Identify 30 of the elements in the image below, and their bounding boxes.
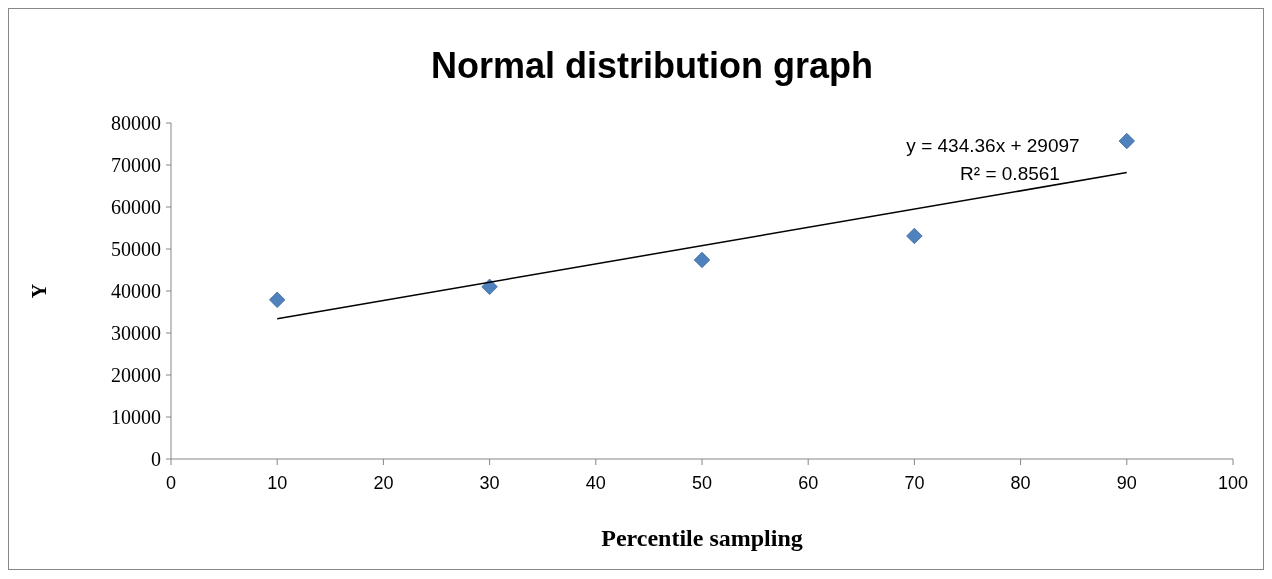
y-tick-label: 80000	[111, 112, 161, 134]
point	[693, 251, 711, 269]
chart-title: Normal distribution graph	[430, 45, 874, 86]
y-tick-label: 50000	[111, 238, 161, 260]
x-axis-title: Percentile sampling	[601, 525, 803, 551]
x-tick-label: 0	[165, 473, 177, 493]
y-tick-label: 40000	[111, 280, 161, 302]
point	[481, 278, 498, 295]
point	[1118, 132, 1135, 150]
x-tick-label: 30	[479, 473, 500, 493]
y-axis-title: Y	[28, 283, 50, 299]
y-tick-label: 70000	[111, 154, 161, 176]
x-tick-label: 80	[1010, 473, 1031, 493]
point	[269, 291, 286, 308]
x-tick-label: 90	[1116, 473, 1137, 493]
y-tick-label: 30000	[111, 322, 161, 344]
x-tick-label: 20	[373, 473, 394, 493]
y-tick-label: 10000	[111, 406, 161, 428]
x-tick-label: 50	[691, 473, 713, 493]
x-tick-label: 60	[798, 473, 819, 493]
y-tick-label: 60000	[111, 196, 161, 218]
x-tick-label: 40	[585, 473, 606, 493]
y-tick-label: 20000	[111, 364, 161, 386]
x-tick-label: 10	[267, 473, 288, 493]
x-tick-label: 70	[904, 473, 925, 493]
x-tick-label: 100	[1217, 473, 1249, 493]
point	[906, 227, 923, 245]
y-tick-label: 0	[151, 448, 161, 470]
annotation: y = 434.36x + 29097	[906, 135, 1080, 156]
annotation: R² = 0.8561	[960, 163, 1060, 184]
